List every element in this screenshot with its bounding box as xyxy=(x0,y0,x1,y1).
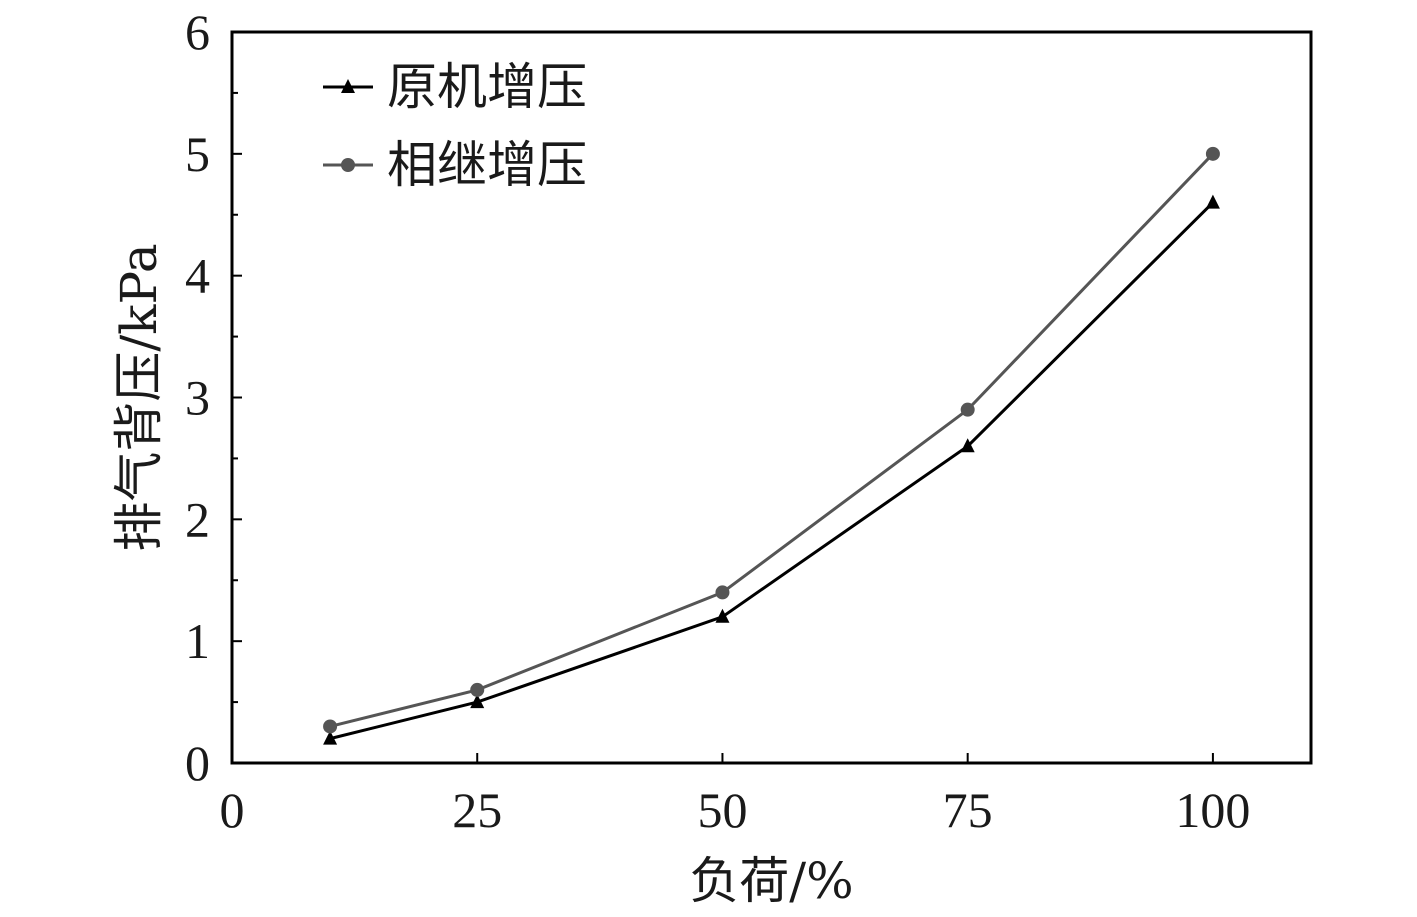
data-point-circle xyxy=(470,682,485,697)
data-point-triangle xyxy=(341,79,355,93)
y-tick-label: 4 xyxy=(185,248,210,304)
data-point-triangle xyxy=(323,730,338,745)
x-tick-label: 0 xyxy=(220,782,245,838)
y-tick-label: 0 xyxy=(185,735,210,791)
data-point-circle xyxy=(341,158,355,172)
data-point-circle xyxy=(715,585,730,600)
x-tick-label: 100 xyxy=(1175,782,1250,838)
data-point-triangle xyxy=(960,438,975,453)
data-point-triangle xyxy=(470,694,485,709)
series-layer xyxy=(323,146,1220,745)
axis-ticks: 0 1 2 3 4 5 6 0 25 50 75 100 xyxy=(185,4,1250,838)
x-tick-label: 75 xyxy=(943,782,993,838)
legend-label: 相继增压 xyxy=(387,136,587,194)
y-tick-label: 6 xyxy=(185,4,210,60)
data-point-circle xyxy=(323,719,338,734)
series-line xyxy=(329,201,1214,741)
y-tick-label: 5 xyxy=(185,126,210,182)
legend-item: 相继增压 xyxy=(323,136,587,194)
series-2 xyxy=(323,146,1220,734)
x-axis-title: 负荷/% xyxy=(689,852,853,910)
legend-item: 原机增压 xyxy=(323,58,587,116)
data-point-triangle xyxy=(1205,194,1220,209)
data-point-circle xyxy=(1205,146,1220,161)
series-1 xyxy=(323,194,1220,745)
data-point-triangle xyxy=(715,608,730,623)
y-tick-label: 3 xyxy=(185,370,210,426)
y-axis-title: 排气背压/kPa xyxy=(110,243,168,551)
data-point-circle xyxy=(960,402,975,417)
x-tick-label: 50 xyxy=(697,782,747,838)
y-tick-label: 1 xyxy=(185,613,210,669)
legend-label: 原机增压 xyxy=(387,58,587,116)
series-line xyxy=(329,152,1214,728)
y-tick-label: 2 xyxy=(185,491,210,547)
x-tick-label: 25 xyxy=(452,782,502,838)
